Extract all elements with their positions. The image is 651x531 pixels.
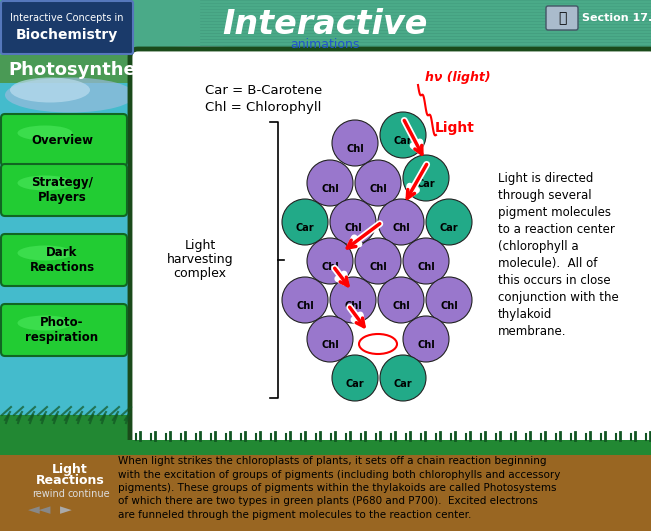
Text: Chl: Chl [369, 262, 387, 272]
Text: complex: complex [174, 268, 227, 280]
Text: Light: Light [184, 239, 215, 253]
Text: Chl: Chl [296, 301, 314, 311]
Circle shape [332, 355, 378, 401]
Text: of which there are two types in green plants (P680 and P700).  Excited electrons: of which there are two types in green pl… [118, 496, 538, 507]
Circle shape [355, 160, 401, 206]
Text: Strategy/
Players: Strategy/ Players [31, 176, 93, 204]
Circle shape [378, 199, 424, 245]
Circle shape [282, 199, 328, 245]
Text: Overview: Overview [31, 133, 93, 147]
Ellipse shape [5, 78, 135, 113]
Text: Chl: Chl [344, 223, 362, 233]
Text: Car: Car [417, 179, 436, 189]
Text: Light: Light [52, 463, 88, 475]
Circle shape [426, 277, 472, 323]
Text: Chl: Chl [392, 301, 410, 311]
Text: 📖: 📖 [558, 11, 566, 25]
Text: Chl: Chl [392, 223, 410, 233]
Circle shape [380, 112, 426, 158]
Ellipse shape [120, 46, 280, 78]
Ellipse shape [18, 315, 72, 330]
Text: When light strikes the chloroplasts of plants, it sets off a chain reaction begi: When light strikes the chloroplasts of p… [118, 456, 546, 466]
Text: Chl: Chl [440, 301, 458, 311]
Circle shape [426, 199, 472, 245]
Bar [0, 455, 651, 531]
Text: Car: Car [394, 136, 412, 146]
Text: Photosynthesis: Photosynthesis [8, 61, 163, 79]
Bar [0, 440, 651, 462]
FancyBboxPatch shape [546, 6, 578, 30]
Ellipse shape [18, 245, 72, 261]
Text: animations: animations [290, 38, 360, 50]
Text: Chl: Chl [321, 340, 339, 350]
Text: Chl: Chl [321, 184, 339, 194]
Text: Dark
Reactions: Dark Reactions [29, 246, 94, 274]
Text: Chl: Chl [417, 340, 435, 350]
Text: Chl = Chlorophyll: Chl = Chlorophyll [205, 101, 322, 115]
FancyBboxPatch shape [1, 1, 133, 54]
Circle shape [330, 277, 376, 323]
Ellipse shape [10, 78, 90, 102]
FancyBboxPatch shape [1, 234, 127, 286]
Circle shape [403, 316, 449, 362]
Text: Light is directed
through several
pigment molecules
to a reaction center
(chloro: Light is directed through several pigmen… [498, 172, 618, 338]
Text: hν (light): hν (light) [425, 72, 491, 84]
Circle shape [330, 199, 376, 245]
Text: Interactive: Interactive [222, 7, 428, 40]
Text: Car: Car [394, 379, 412, 389]
Ellipse shape [359, 334, 397, 354]
Text: ◄◄: ◄◄ [28, 502, 51, 518]
Text: harvesting: harvesting [167, 253, 233, 267]
Text: Interactive Concepts in: Interactive Concepts in [10, 13, 124, 23]
Circle shape [378, 277, 424, 323]
Circle shape [307, 316, 353, 362]
Circle shape [380, 355, 426, 401]
Text: Section 17.5: Section 17.5 [582, 13, 651, 23]
Text: Chl: Chl [346, 144, 364, 154]
Text: Chl: Chl [369, 184, 387, 194]
FancyBboxPatch shape [130, 49, 651, 453]
Circle shape [355, 238, 401, 284]
Text: are funneled through the pigment molecules to the reaction center.: are funneled through the pigment molecul… [118, 510, 471, 520]
Text: ►: ► [60, 502, 72, 518]
Circle shape [403, 238, 449, 284]
Text: Chl: Chl [417, 262, 435, 272]
FancyBboxPatch shape [1, 304, 127, 356]
Bar [0, 55, 280, 83]
FancyBboxPatch shape [1, 164, 127, 216]
Text: Biochemistry: Biochemistry [16, 28, 118, 42]
Text: Car = B-Carotene: Car = B-Carotene [205, 83, 322, 97]
Circle shape [332, 120, 378, 166]
Text: Chl: Chl [344, 301, 362, 311]
Circle shape [307, 238, 353, 284]
Text: Reactions: Reactions [36, 475, 104, 487]
Bar [0, 83, 137, 443]
Text: Light: Light [435, 121, 475, 135]
Text: with the excitation of groups of pigments (including both chlorophylls and acces: with the excitation of groups of pigment… [118, 469, 561, 479]
Circle shape [307, 160, 353, 206]
Text: Car: Car [439, 223, 458, 233]
Bar [0, 0, 651, 55]
Ellipse shape [18, 125, 72, 141]
Text: Chl: Chl [321, 262, 339, 272]
Text: continue: continue [68, 489, 111, 499]
Text: rewind: rewind [32, 489, 65, 499]
Bar [0, 415, 137, 445]
Text: Car: Car [346, 379, 365, 389]
Text: Car: Car [296, 223, 314, 233]
Ellipse shape [18, 176, 72, 191]
Text: Photo-
respiration: Photo- respiration [25, 316, 98, 344]
Circle shape [282, 277, 328, 323]
FancyBboxPatch shape [1, 114, 127, 166]
Circle shape [403, 155, 449, 201]
Text: pigments). These groups of pigments within the thylakoids are called Photosystem: pigments). These groups of pigments with… [118, 483, 557, 493]
